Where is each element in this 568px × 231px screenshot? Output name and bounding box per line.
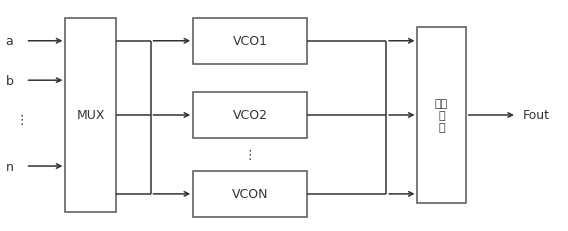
Bar: [417, 28, 466, 203]
Text: b: b: [6, 74, 14, 87]
Text: 输出
缓
冲: 输出 缓 冲: [435, 99, 448, 132]
Text: a: a: [6, 35, 14, 48]
Bar: [193, 18, 307, 65]
Text: Fout: Fout: [523, 109, 550, 122]
Text: VCO2: VCO2: [232, 109, 268, 122]
Text: ⋮: ⋮: [244, 148, 256, 161]
Bar: [193, 92, 307, 139]
Text: ⋮: ⋮: [15, 114, 28, 127]
Text: VCON: VCON: [232, 188, 268, 201]
Text: n: n: [6, 160, 14, 173]
Bar: [65, 18, 116, 213]
Bar: [193, 171, 307, 217]
Text: MUX: MUX: [77, 109, 105, 122]
Text: VCO1: VCO1: [232, 35, 268, 48]
